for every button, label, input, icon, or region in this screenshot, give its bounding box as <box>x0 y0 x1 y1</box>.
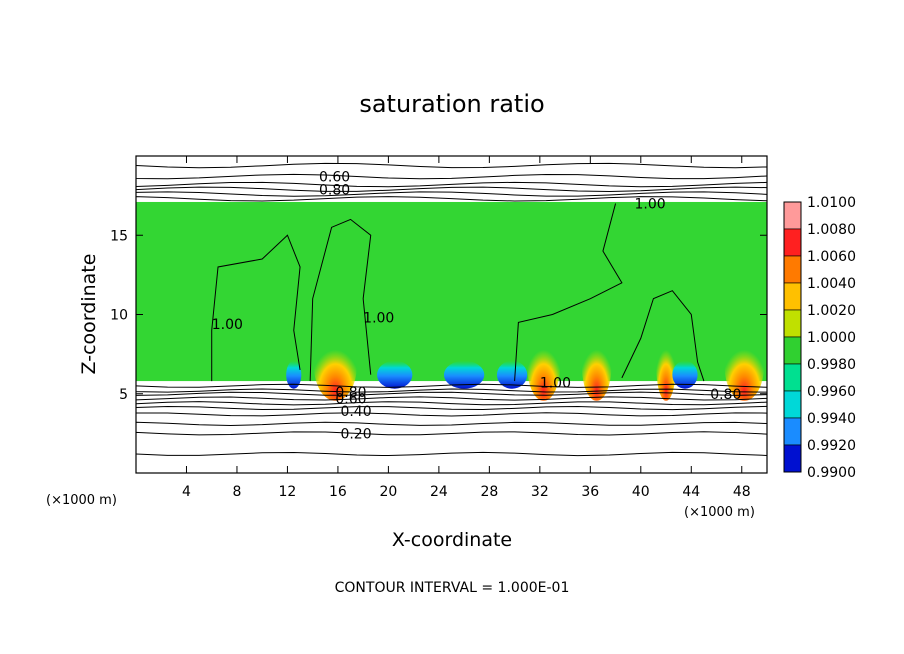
contour-lines <box>136 162 767 457</box>
contour-label: 0.80 <box>710 387 741 403</box>
contour-label: 0.40 <box>340 404 371 420</box>
dry-spot <box>286 360 302 389</box>
contour-interval-note: CONTOUR INTERVAL = 1.000E-01 <box>335 580 570 596</box>
colorbar-swatch <box>783 417 802 446</box>
colorbar-label: 1.0060 <box>807 249 856 265</box>
colorbar-swatch <box>783 282 802 311</box>
x-tick-label: 20 <box>379 484 397 500</box>
x-tick-label: 12 <box>279 484 297 500</box>
x-axis-unit: (×1000 m) <box>684 505 755 520</box>
colorbar-swatch <box>783 444 802 473</box>
colorbar-label: 0.9940 <box>807 411 856 427</box>
x-tick-label: 8 <box>232 484 241 500</box>
x-axis-label: X-coordinate <box>392 529 512 551</box>
contour-labels: 0.600.801.001.00 1.001.000.800.600.400.20… <box>212 170 742 443</box>
chart-title: saturation ratio <box>359 90 544 118</box>
colorbar-label: 1.0020 <box>807 303 856 319</box>
contour-label: 1.00 <box>540 376 571 392</box>
contour-label: 1.00 <box>634 197 665 213</box>
warm-plume <box>581 332 612 401</box>
contour-label: 0.80 <box>319 182 350 198</box>
warm-plume <box>527 332 561 401</box>
colorbar-swatch <box>783 228 802 257</box>
x-tick-label: 24 <box>430 484 448 500</box>
y-ticks: 5 10 15 <box>110 228 767 403</box>
colorbar-swatch <box>783 336 802 365</box>
colorbar-swatch <box>783 363 802 392</box>
x-tick-label: 48 <box>733 484 751 500</box>
contour-label: 1.00 <box>212 317 243 333</box>
colorbar-label: 0.9920 <box>807 438 856 454</box>
warm-plume <box>314 332 357 401</box>
colorbar-label: 0.9900 <box>807 465 856 481</box>
colorbar-swatch <box>783 390 802 419</box>
x-tick-label: 36 <box>581 484 599 500</box>
x-ticks: 4 8 12 16 20 24 28 32 36 40 44 48 <box>182 156 751 500</box>
dry-spot <box>377 360 413 389</box>
colorbar-label: 0.9960 <box>807 384 856 400</box>
y-tick-label: 5 <box>119 387 128 403</box>
contour-label: 0.20 <box>340 426 371 442</box>
x-tick-label: 28 <box>480 484 498 500</box>
contour-label: 0.80 <box>335 385 366 401</box>
warm-plume <box>656 332 676 401</box>
colorbar-label: 1.0000 <box>807 330 856 346</box>
dry-spot <box>443 360 485 389</box>
contour-label: 1.00 <box>363 311 394 327</box>
contour-label: 0.60 <box>335 392 366 408</box>
colorbar-label: 1.0100 <box>807 195 856 211</box>
colorbar: 1.0100 1.0080 1.0060 1.0040 1.0020 1.0000 0.99… <box>783 195 856 481</box>
y-tick-label: 10 <box>110 308 128 324</box>
y-tick-label: 15 <box>110 228 128 244</box>
cloud-features <box>286 332 764 401</box>
x-tick-label: 44 <box>682 484 700 500</box>
colorbar-frame <box>783 201 802 473</box>
x-tick-label: 4 <box>182 484 191 500</box>
colorbar-swatch <box>783 309 802 338</box>
colorbar-label: 1.0040 <box>807 276 856 292</box>
colorbar-swatch <box>783 201 802 230</box>
dry-spot <box>672 360 698 389</box>
colorbar-label: 1.0080 <box>807 222 856 238</box>
dry-spot <box>496 360 528 389</box>
contour-label: 0.60 <box>319 170 350 186</box>
colorbar-label: 0.9980 <box>807 357 856 373</box>
x-tick-label: 32 <box>531 484 549 500</box>
x-tick-label: 16 <box>329 484 347 500</box>
x-tick-label: 40 <box>632 484 650 500</box>
y-axis-label: Z-coordinate <box>78 254 100 375</box>
warm-plume <box>724 332 764 401</box>
y-axis-unit: (×1000 m) <box>46 493 117 508</box>
colorbar-swatch <box>783 255 802 284</box>
